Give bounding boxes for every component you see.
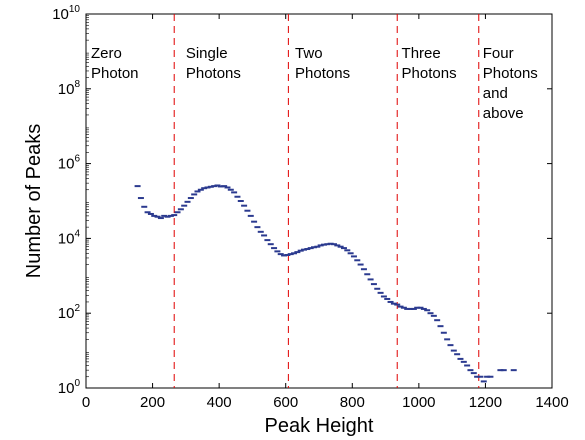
axis-ticks: 0 200 400 600 800 1000 1200 1400 100 102 104 106 108… — [52, 4, 569, 411]
x-tick-label: 1400 — [535, 394, 568, 411]
region-label: Four Photons and above — [483, 45, 538, 122]
x-tick-label: 0 — [82, 394, 90, 411]
y-tick-label: 104 — [58, 228, 81, 247]
plot-frame — [85, 13, 553, 389]
x-tick-label: 200 — [140, 394, 165, 411]
x-axis-label: Peak Height — [265, 415, 374, 437]
x-tick-label: 1200 — [469, 394, 502, 411]
region-label: Zero Photon — [91, 45, 139, 82]
x-tick-label: 400 — [207, 394, 232, 411]
region-labels: Zero Photon Single Photons Two Photons Three Ph… — [91, 45, 538, 122]
x-tick-label: 1000 — [402, 394, 435, 411]
y-tick-label: 100 — [58, 378, 81, 397]
x-tick-label: 800 — [340, 394, 365, 411]
x-tick-label: 600 — [273, 394, 298, 411]
divider-lines — [173, 14, 480, 388]
region-label: Three Photons — [402, 45, 457, 82]
y-tick-label: 108 — [58, 79, 81, 98]
y-tick-label: 102 — [58, 303, 81, 322]
region-label: Single Photons — [186, 45, 241, 82]
y-axis-label: Number of Peaks — [23, 124, 45, 279]
region-label: Two Photons — [295, 45, 350, 82]
y-tick-label: 106 — [58, 154, 81, 173]
data-series — [134, 184, 517, 383]
y-tick-label: 1010 — [52, 4, 80, 23]
